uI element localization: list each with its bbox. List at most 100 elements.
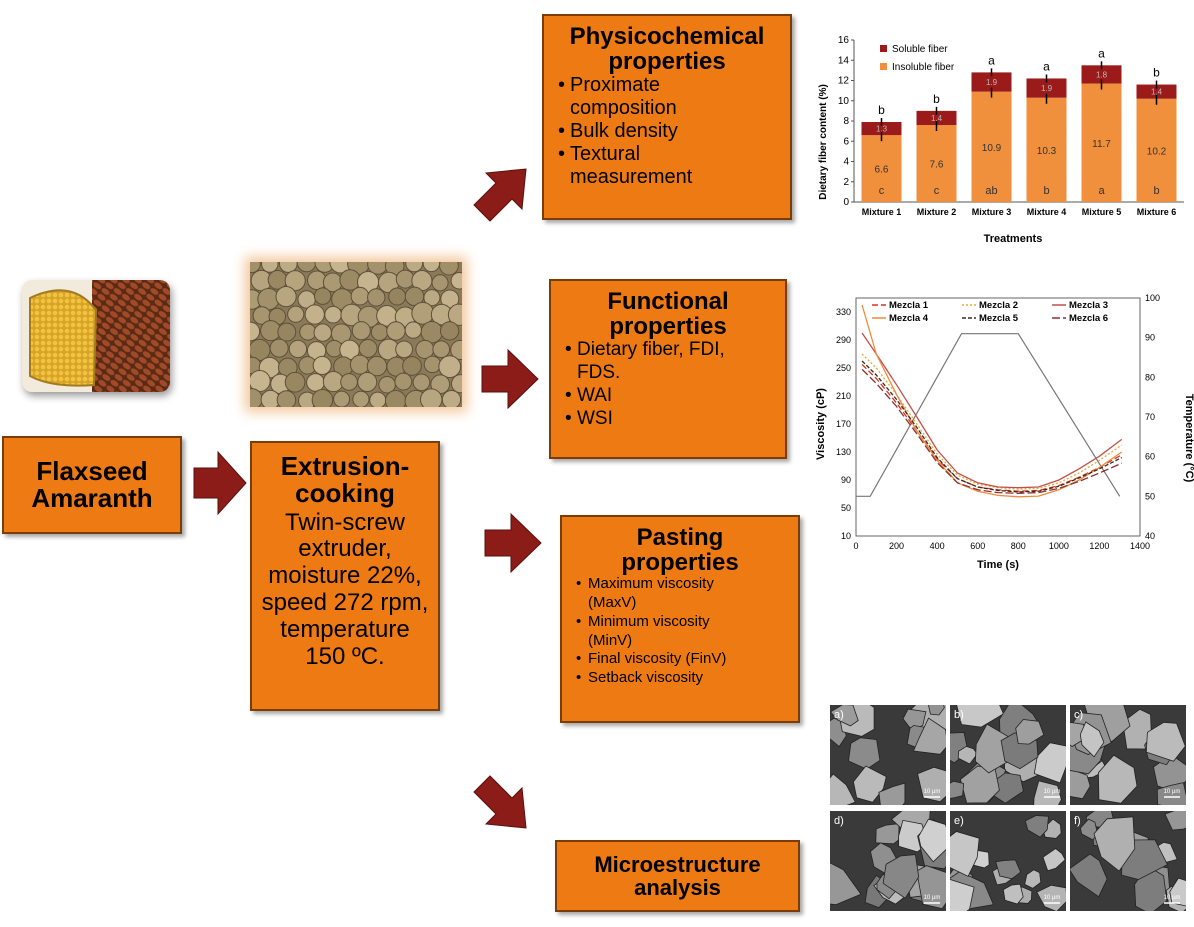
pellet — [349, 354, 370, 375]
line-chart-xlabel: Time (s) — [977, 559, 1019, 571]
arrow-icon — [481, 348, 539, 410]
bar-soluble — [1026, 78, 1067, 98]
pellet — [367, 288, 386, 307]
pasting-box: Pasting properties Maximum viscosity(Max… — [560, 515, 800, 723]
pellet — [269, 338, 289, 358]
pellet — [324, 305, 342, 324]
y2-tick-label: 60 — [1145, 452, 1155, 462]
pellet — [384, 390, 407, 407]
pellet — [386, 321, 406, 341]
list-item: Final viscosity (FinV) — [574, 650, 786, 669]
pasting-list: Maximum viscosity(MaxV) Minimum viscosit… — [574, 575, 786, 688]
pellet — [312, 355, 332, 375]
x-tick-label: Mixture 5 — [1082, 207, 1122, 217]
list-item: Maximum viscosity(MaxV) — [574, 575, 786, 613]
bar-soluble — [861, 122, 902, 136]
scale-label: 10 µm — [924, 789, 941, 795]
scale-label: 10 µm — [924, 895, 941, 901]
micrograph-label: d) — [834, 815, 844, 827]
line-chart-y2label: Temperature (°C) — [1183, 394, 1194, 483]
insoluble-letter: b — [1153, 185, 1159, 197]
micrograph-panel: c) 10 µm — [1070, 705, 1186, 805]
pellet — [250, 321, 261, 342]
pellet — [431, 274, 449, 292]
pellet — [284, 371, 306, 393]
soluble-value-label: 1.8 — [1096, 70, 1108, 79]
series-line — [861, 368, 1123, 494]
pellet — [419, 388, 443, 407]
extrusion-desc-line: 150 ºC. — [305, 642, 385, 670]
particle — [878, 782, 906, 805]
legend-label: Mezcla 5 — [979, 313, 1019, 324]
list-item: WAI — [563, 385, 773, 408]
arrow-icon — [193, 450, 247, 516]
particle — [918, 818, 946, 863]
pellet — [340, 373, 358, 391]
pellet — [441, 390, 462, 407]
arrow-icon — [473, 775, 527, 829]
bar-insoluble — [916, 125, 957, 202]
micrograph-label: b) — [954, 709, 964, 721]
functional-box: Functional properties Dietary fiber, FDI… — [549, 279, 787, 459]
scale-label: 10 µm — [1044, 789, 1061, 795]
total-letter: a — [1043, 59, 1050, 73]
extrusion-desc-line: extruder, — [298, 535, 392, 563]
list-item: Bulk density — [556, 120, 778, 143]
particle — [928, 705, 945, 716]
particle — [1042, 848, 1066, 872]
particle — [950, 831, 980, 877]
particle — [916, 865, 946, 910]
particle — [830, 773, 856, 805]
pellet — [404, 321, 423, 339]
insoluble-value-label: 10.9 — [982, 143, 1002, 154]
input-amaranth: Amaranth — [31, 483, 153, 513]
legend-label: Insoluble fiber — [892, 62, 955, 73]
pellet — [276, 390, 297, 407]
physicochemical-box: Physicochemical properties Proximatecomp… — [542, 14, 792, 220]
soluble-value-label: 1.9 — [1041, 84, 1053, 93]
micrograph-label: f) — [1074, 815, 1081, 827]
insoluble-letter: c — [934, 185, 940, 197]
y-tick-label: 130 — [836, 447, 851, 457]
pellet — [388, 287, 407, 306]
y-tick-label: 6 — [843, 136, 849, 147]
bar-chart-ylabel: Dietary fiber content (%) — [818, 84, 829, 200]
particle — [1024, 815, 1049, 838]
pellet — [394, 372, 413, 391]
particle — [1036, 884, 1066, 911]
particle — [1164, 811, 1186, 831]
particle — [1097, 754, 1138, 804]
bar-insoluble — [861, 135, 902, 202]
pellet — [333, 390, 351, 407]
total-letter: a — [1098, 46, 1105, 60]
bar-chart-xlabel: Treatments — [984, 233, 1043, 245]
micrograph-panel: a) 10 µm — [830, 705, 946, 805]
y-tick-label: 8 — [843, 116, 849, 127]
pellet — [275, 285, 297, 308]
pellet — [423, 289, 441, 307]
pellet — [287, 305, 305, 323]
list-item: Minimum viscosity(MinV) — [574, 613, 786, 651]
particle — [1093, 816, 1136, 872]
series-line — [861, 332, 1123, 489]
particle — [959, 765, 1000, 804]
pellet — [447, 303, 462, 326]
legend-swatch-insoluble — [880, 63, 887, 70]
pellet — [284, 270, 306, 292]
physicochemical-title-1: Physicochemical — [569, 23, 765, 50]
legend-label: Mezcla 1 — [889, 300, 929, 311]
pellet — [412, 373, 431, 392]
total-letter: a — [988, 53, 995, 67]
legend-label: Mezcla 4 — [889, 313, 929, 324]
particle — [995, 859, 1022, 880]
particle — [1156, 782, 1186, 805]
y-tick-label: 12 — [838, 76, 850, 87]
pellet — [402, 356, 422, 376]
insoluble-value-label: 7.6 — [930, 160, 944, 171]
micrograph-label: c) — [1074, 709, 1083, 721]
y-tick-label: 14 — [838, 55, 850, 66]
soluble-value-label: 1.9 — [986, 78, 998, 87]
x-tick-label: 800 — [1011, 541, 1026, 551]
